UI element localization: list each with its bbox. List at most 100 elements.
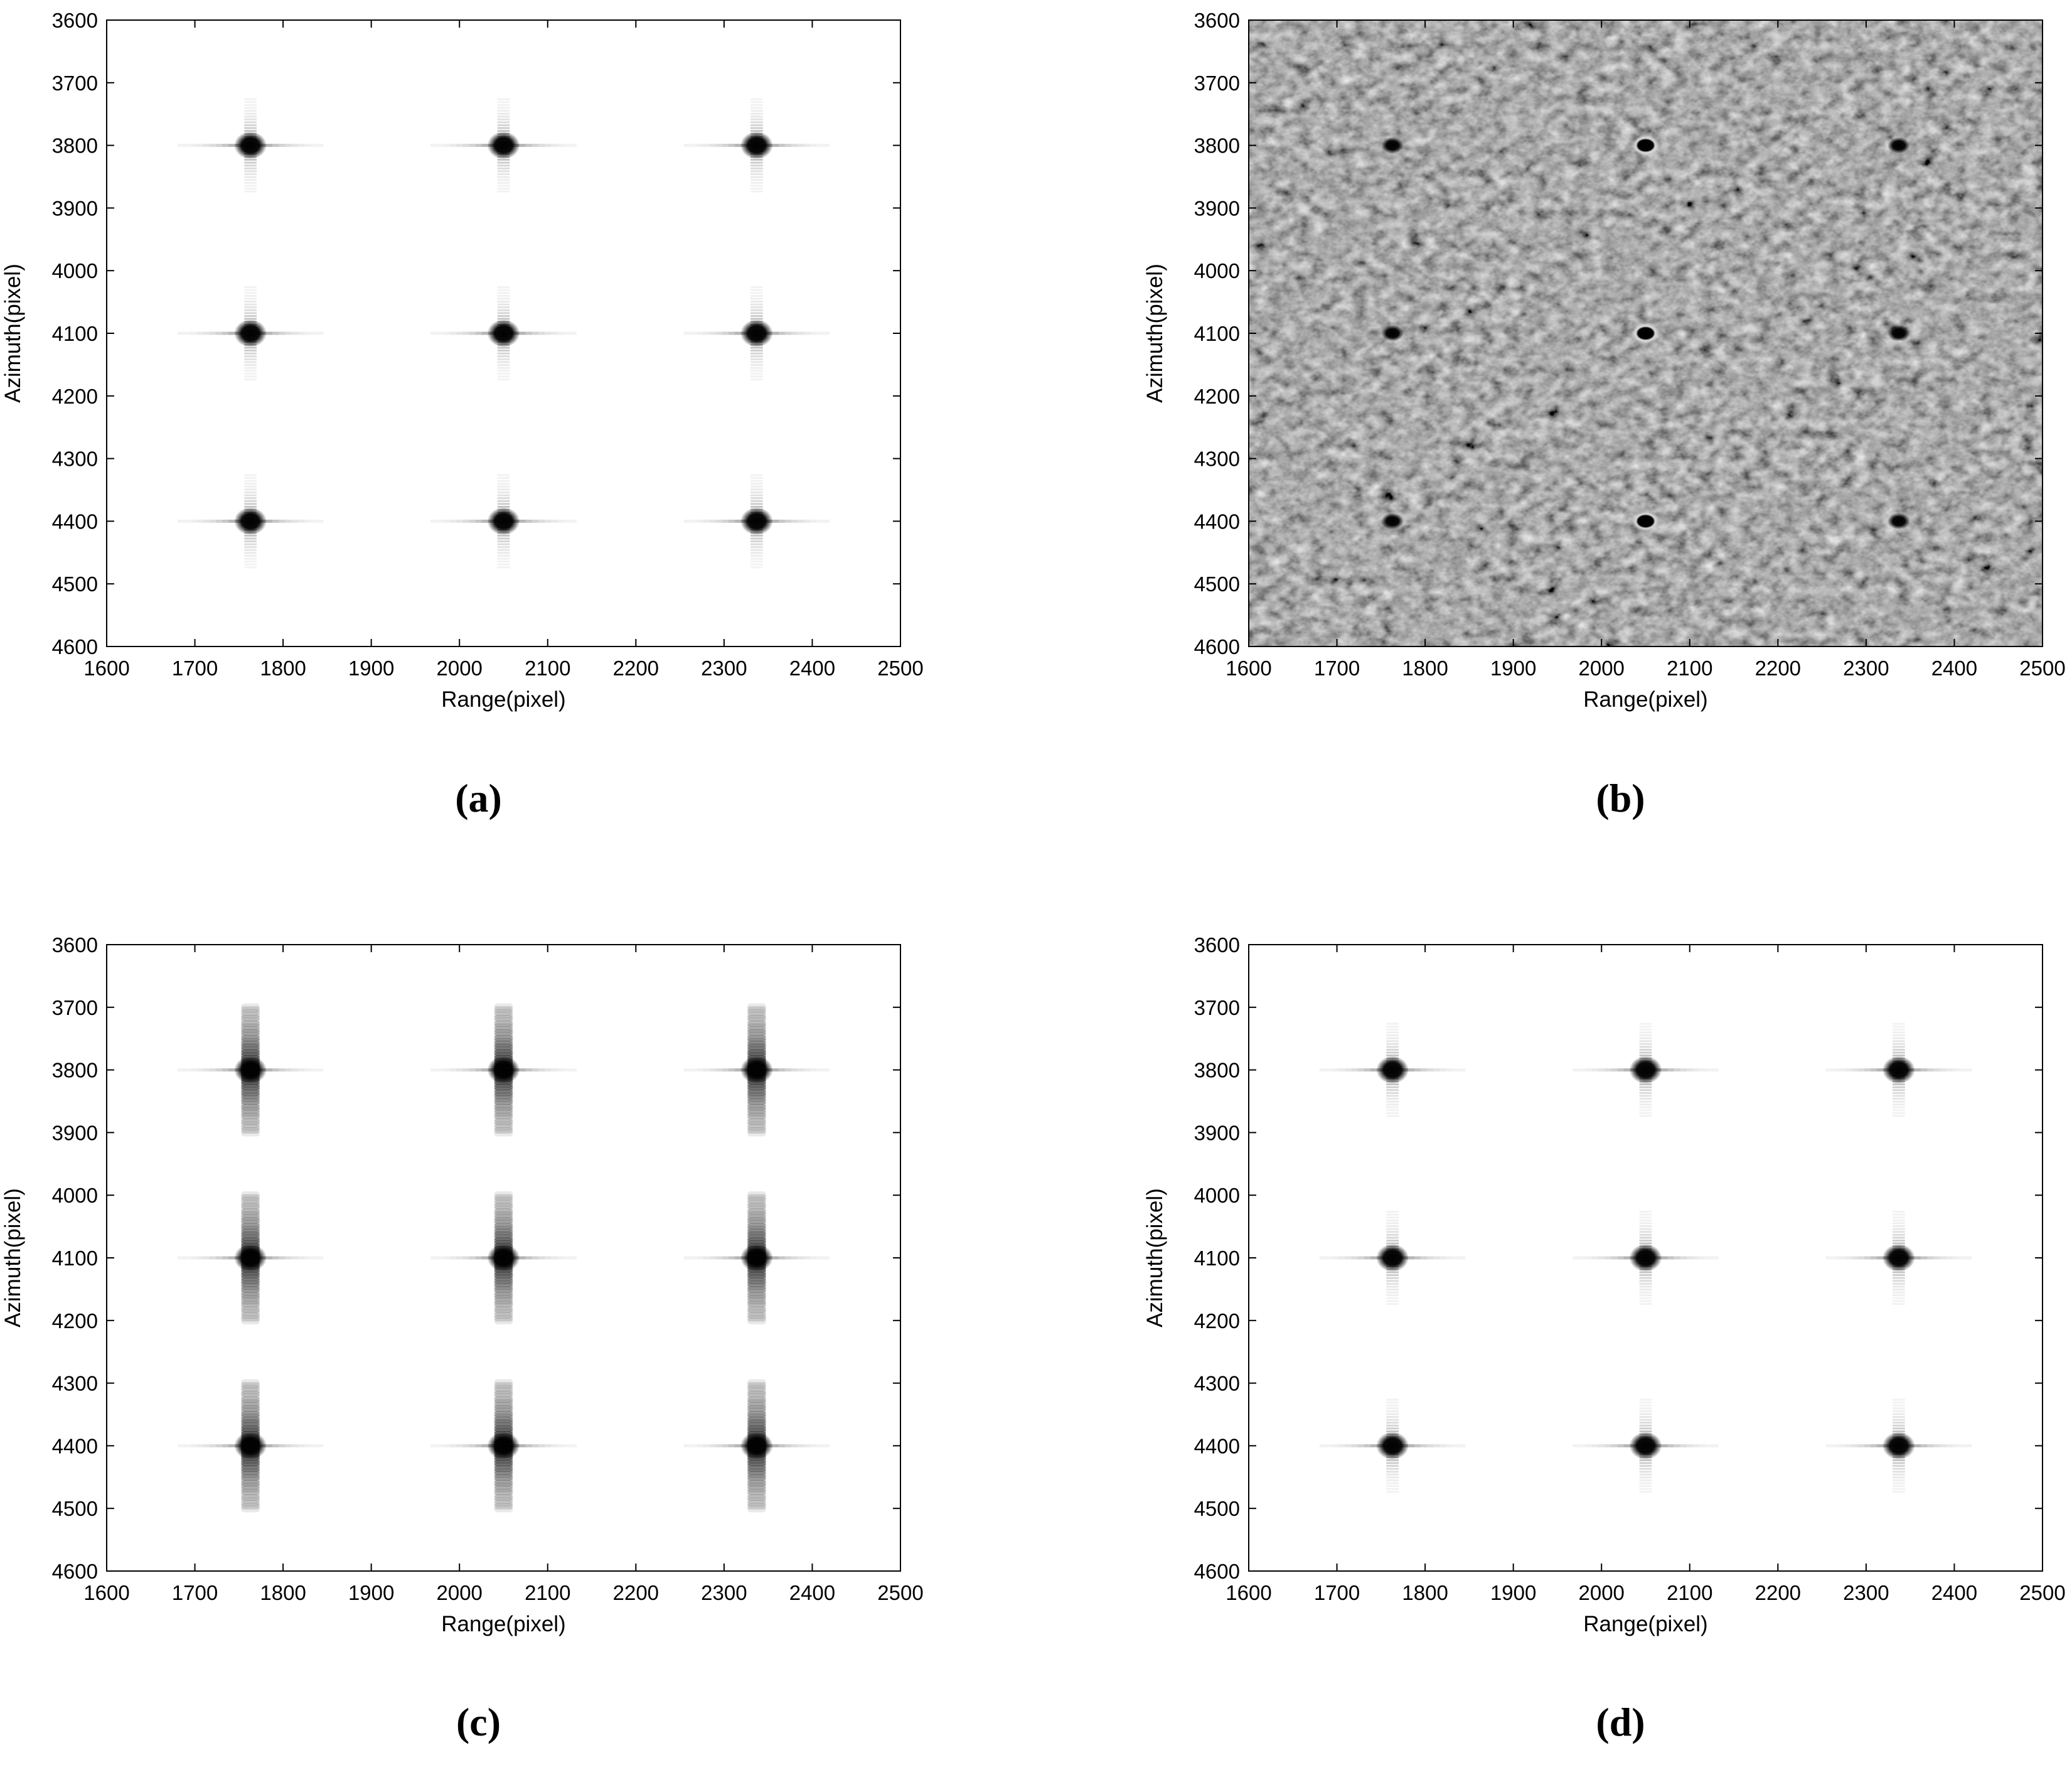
y-tick-label: 4000 (1194, 1184, 1240, 1207)
range-sidelobe (462, 519, 469, 523)
azimuth-sidelobe (497, 485, 510, 488)
y-tick-label: 4000 (52, 1184, 98, 1207)
range-sidelobe (1857, 1444, 1864, 1447)
range-sidelobe (709, 1068, 716, 1072)
y-tick-label: 4200 (1194, 1309, 1240, 1333)
range-sidelobe (728, 144, 735, 148)
azimuth-sidelobe (241, 1098, 260, 1105)
azimuth-sidelobe (244, 309, 257, 311)
azimuth-sidelobe (497, 350, 510, 352)
range-sidelobe (734, 331, 741, 335)
azimuth-sidelobe (494, 1280, 513, 1287)
y-tick-label: 4000 (1194, 259, 1240, 282)
range-sidelobe (1433, 1068, 1440, 1072)
azimuth-sidelobe (244, 363, 257, 366)
range-sidelobe (791, 1256, 798, 1260)
azimuth-sidelobe (747, 1009, 766, 1016)
range-sidelobe (810, 519, 817, 523)
azimuth-sidelobe (1639, 1022, 1652, 1025)
x-tick-label: 1700 (172, 657, 218, 680)
range-sidelobe (563, 331, 570, 335)
range-sidelobe (551, 144, 558, 148)
azimuth-sidelobe (244, 497, 257, 500)
range-sidelobe (1319, 1444, 1326, 1447)
y-axis-label: Azimuth(pixel) (1143, 264, 1167, 403)
azimuth-sidelobe (1892, 1040, 1905, 1043)
range-sidelobe (823, 331, 830, 335)
range-sidelobe (304, 1256, 311, 1260)
range-sidelobe (525, 1068, 532, 1072)
range-sidelobe (1414, 1068, 1421, 1072)
azimuth-sidelobe (494, 1046, 513, 1053)
range-sidelobe (557, 331, 564, 335)
azimuth-sidelobe (1639, 1297, 1652, 1299)
azimuth-sidelobe (747, 1203, 766, 1210)
point-target-2-2 (1887, 513, 1910, 530)
range-sidelobe (1585, 1444, 1592, 1447)
range-sidelobe (1604, 1068, 1611, 1072)
range-sidelobe (545, 144, 552, 148)
range-sidelobe (279, 144, 286, 148)
range-sidelobe (190, 1068, 197, 1072)
azimuth-sidelobe (497, 537, 510, 540)
main-lobe (1631, 135, 1660, 156)
azimuth-sidelobe (244, 98, 257, 100)
range-sidelobe (791, 331, 798, 335)
x-axis: 1600 1700 1800 1900 2000 2100 2200 2300 2400 2500… (83, 20, 924, 712)
range-sidelobe (1933, 1068, 1940, 1072)
range-sidelobe (222, 1256, 228, 1260)
range-sidelobe (798, 1068, 804, 1072)
range-sidelobe (779, 519, 786, 523)
range-sidelobe (690, 144, 697, 148)
range-sidelobe (468, 1444, 475, 1447)
range-sidelobe (317, 1256, 324, 1260)
azimuth-sidelobe (494, 1494, 513, 1501)
azimuth-sidelobe (747, 1459, 766, 1466)
range-sidelobe (311, 519, 318, 523)
azimuth-sidelobe (244, 101, 257, 104)
azimuth-sidelobe (494, 1038, 513, 1044)
azimuth-sidelobe (241, 1203, 260, 1210)
azimuth-sidelobe (1639, 1427, 1652, 1430)
range-sidelobe (1325, 1256, 1332, 1260)
main-lobe (234, 507, 267, 535)
azimuth-sidelobe (494, 1414, 513, 1420)
y-tick-label: 4300 (1194, 448, 1240, 471)
azimuth-sidelobe (1386, 1407, 1399, 1410)
x-axis-label: Range(pixel) (441, 687, 565, 712)
range-sidelobe (272, 1256, 279, 1260)
azimuth-sidelobe (241, 1405, 260, 1412)
azimuth-sidelobe (1639, 1459, 1652, 1461)
range-sidelobe (311, 1068, 318, 1072)
azimuth-sidelobe (1639, 1092, 1652, 1094)
panel-c: 1600 1700 1800 1900 2000 2100 2200 2300 2400 2500… (1, 933, 924, 1744)
range-sidelobe (1940, 1068, 1947, 1072)
range-sidelobe (443, 1256, 450, 1260)
y-axis-label: Azimuth(pixel) (1, 264, 25, 403)
azimuth-sidelobe (244, 361, 257, 363)
azimuth-sidelobe (241, 1301, 260, 1307)
range-sidelobe (690, 1068, 697, 1072)
range-sidelobe (1364, 1256, 1370, 1260)
azimuth-sidelobe (1386, 1228, 1399, 1230)
azimuth-sidelobe (494, 1459, 513, 1466)
main-lobe (1376, 1432, 1409, 1460)
range-sidelobe (785, 1256, 792, 1260)
azimuth-sidelobe (1639, 1233, 1652, 1236)
range-sidelobe (1825, 1444, 1832, 1447)
azimuth-sidelobe (1386, 1109, 1399, 1112)
azimuth-sidelobe (241, 1199, 260, 1206)
azimuth-sidelobe (494, 1191, 513, 1198)
azimuth-sidelobe (494, 1234, 513, 1241)
image-layer (177, 98, 830, 569)
azimuth-sidelobe (750, 121, 763, 124)
azimuth-sidelobe (241, 1474, 260, 1481)
azimuth-sidelobe (497, 370, 510, 372)
azimuth-sidelobe (1386, 1211, 1399, 1213)
range-sidelobe (1459, 1068, 1466, 1072)
range-sidelobe (475, 144, 482, 148)
azimuth-sidelobe (494, 1003, 513, 1010)
azimuth-sidelobe (244, 314, 257, 317)
azimuth-sidelobe (241, 1468, 260, 1475)
azimuth-sidelobe (244, 121, 257, 124)
